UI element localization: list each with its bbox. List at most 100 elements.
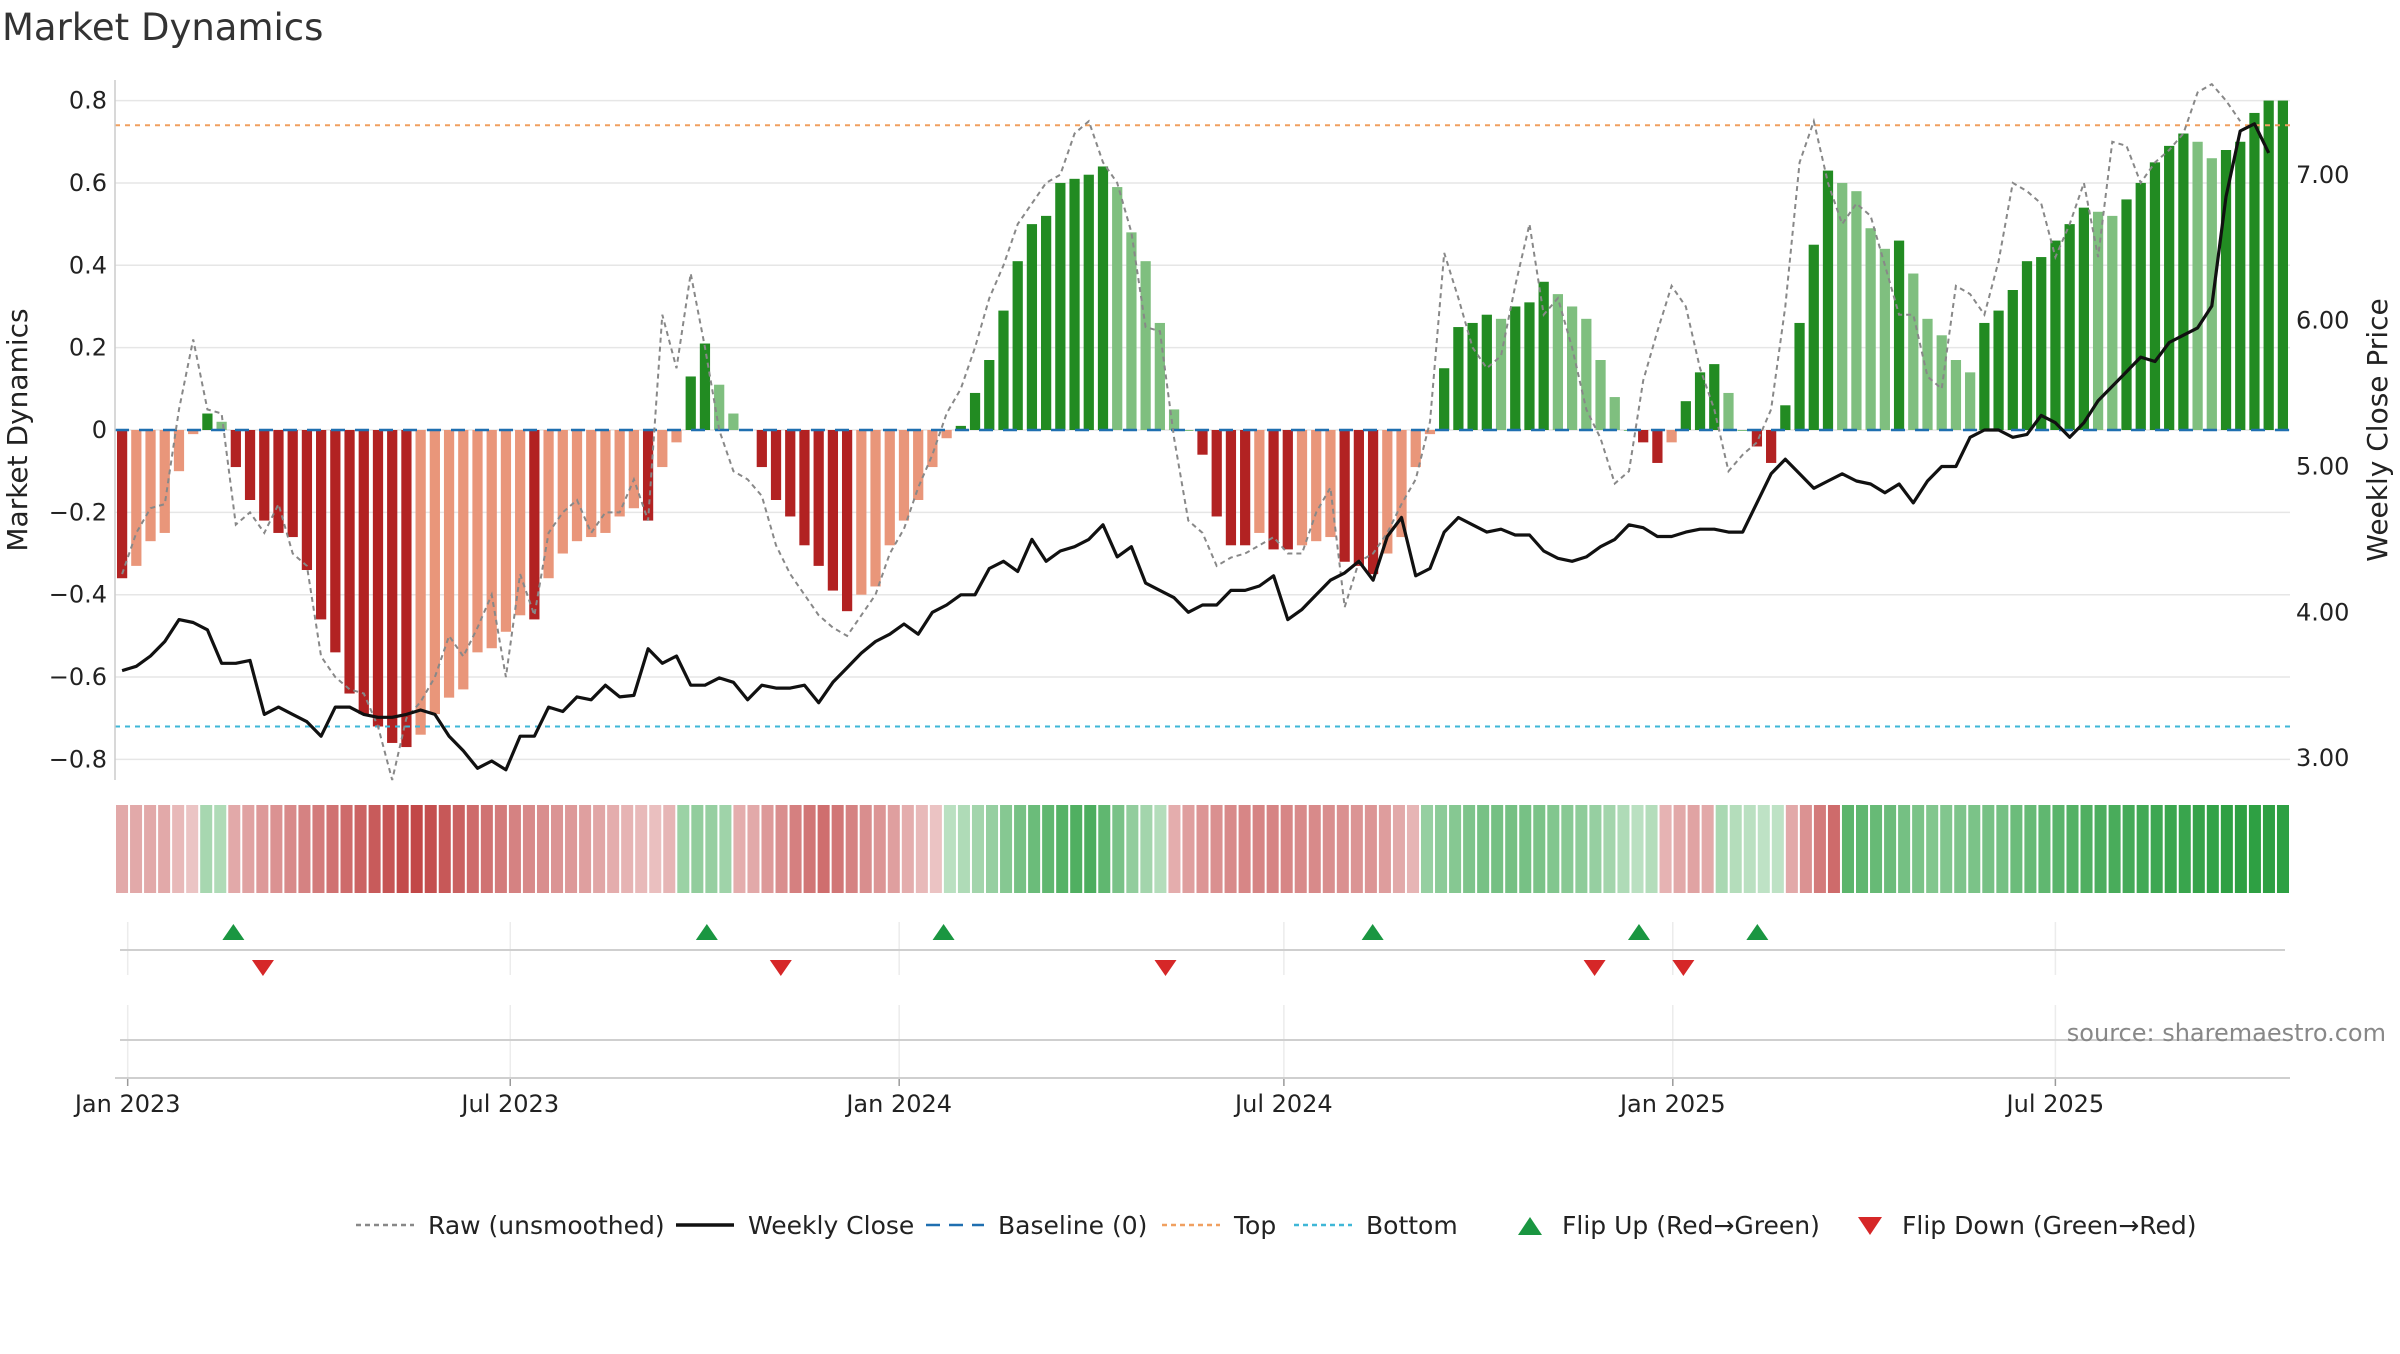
strip-segment [1336, 805, 1349, 893]
strip-segment [452, 805, 465, 893]
bar [287, 430, 298, 538]
bar [401, 430, 412, 748]
bar [1723, 392, 1734, 430]
bar [1737, 430, 1748, 431]
strip-segment [1856, 805, 1869, 893]
bar [586, 430, 597, 538]
chart-title: Market Dynamics [2, 6, 324, 49]
strip-segment [691, 805, 704, 893]
strip-segment [2024, 805, 2037, 893]
bar [841, 430, 853, 612]
strip-segment [2276, 805, 2289, 893]
strip-segment [1028, 805, 1041, 893]
strip-segment [929, 805, 942, 893]
strip-segment [565, 805, 578, 893]
strip-segment [1771, 805, 1784, 893]
bars-layer [116, 100, 2289, 748]
strip-segment [705, 805, 718, 893]
strip-segment [1364, 805, 1377, 893]
bar [557, 430, 568, 554]
bar [259, 430, 270, 521]
y-tick-label-right: 3.00 [2296, 744, 2349, 772]
bar [1439, 368, 1450, 430]
bar [1311, 430, 1322, 542]
bar [1055, 182, 1066, 430]
x-tick-label: Jul 2023 [459, 1090, 559, 1118]
strip-segment [1406, 805, 1419, 893]
strip-segment [1140, 805, 1153, 893]
strip-segment [1392, 805, 1405, 893]
bar [614, 430, 625, 517]
strip-segment [1084, 805, 1097, 893]
bar [202, 413, 213, 430]
strip-segment [1813, 805, 1826, 893]
strip-segment [1743, 805, 1756, 893]
strip-segment [733, 805, 746, 893]
strip-segment [1954, 805, 1967, 893]
bar [955, 425, 966, 430]
y-tick-label-left: 0.2 [69, 334, 107, 362]
legend-label: Bottom [1366, 1211, 1458, 1240]
bar [884, 430, 895, 546]
bar [1410, 430, 1421, 468]
bar [1026, 224, 1038, 430]
bar [1922, 318, 1933, 430]
strip-segment [1210, 805, 1223, 893]
strip-segment [200, 805, 213, 893]
bar [1154, 322, 1165, 430]
legend-label: Top [1233, 1211, 1276, 1240]
y-tick-label-left: −0.2 [49, 498, 107, 526]
y-axis-title-left: Market Dynamics [1, 308, 34, 551]
bar [515, 430, 526, 616]
strip-segment [1926, 805, 1939, 893]
bar [1524, 302, 1535, 430]
bar [699, 343, 711, 430]
strip-segment [1322, 805, 1335, 893]
bar [230, 430, 241, 468]
strip-segment [859, 805, 872, 893]
bar [2007, 290, 2018, 430]
strip-segment [1042, 805, 1055, 893]
strip-segment [298, 805, 311, 893]
bar [1595, 360, 1606, 430]
bar [1168, 409, 1180, 430]
bar [1495, 318, 1507, 430]
bar [2021, 261, 2033, 430]
bar [2249, 112, 2260, 431]
strip-segment [2206, 805, 2219, 893]
strip-segment [312, 805, 325, 893]
strip-segment [256, 805, 269, 893]
flip-up-marker [222, 924, 245, 940]
bar [1766, 430, 1777, 463]
bar [1979, 322, 1990, 430]
bar [344, 430, 355, 694]
bar [1083, 174, 1094, 430]
strip-segment [2066, 805, 2079, 893]
bar [1268, 430, 1279, 550]
strip-segment [1687, 805, 1700, 893]
strip-segment [1182, 805, 1195, 893]
lines-layer [115, 82, 2290, 781]
strip-segment [2164, 805, 2177, 893]
strip-segment [2234, 805, 2247, 893]
bar [159, 430, 170, 533]
strip-segment [1491, 805, 1504, 893]
strip-segment [522, 805, 535, 893]
legend-label: Flip Down (Green→Red) [1902, 1211, 2197, 1240]
flip-up-marker [1746, 924, 1769, 940]
strip-segment [1575, 805, 1588, 893]
flip-up-marker [1627, 924, 1650, 940]
bar [387, 430, 398, 743]
bar [1467, 322, 1478, 430]
strip-segment [831, 805, 844, 893]
bar [2135, 182, 2146, 430]
bar [2121, 199, 2132, 430]
bar [443, 430, 455, 698]
bar [458, 430, 469, 690]
y-tick-label-left: 0 [92, 416, 107, 444]
legend: Raw (unsmoothed) Weekly Close Baseline (0)… [356, 1211, 2197, 1240]
strip-segment [551, 805, 564, 893]
strip-segment [214, 805, 227, 893]
bar [2277, 100, 2289, 431]
